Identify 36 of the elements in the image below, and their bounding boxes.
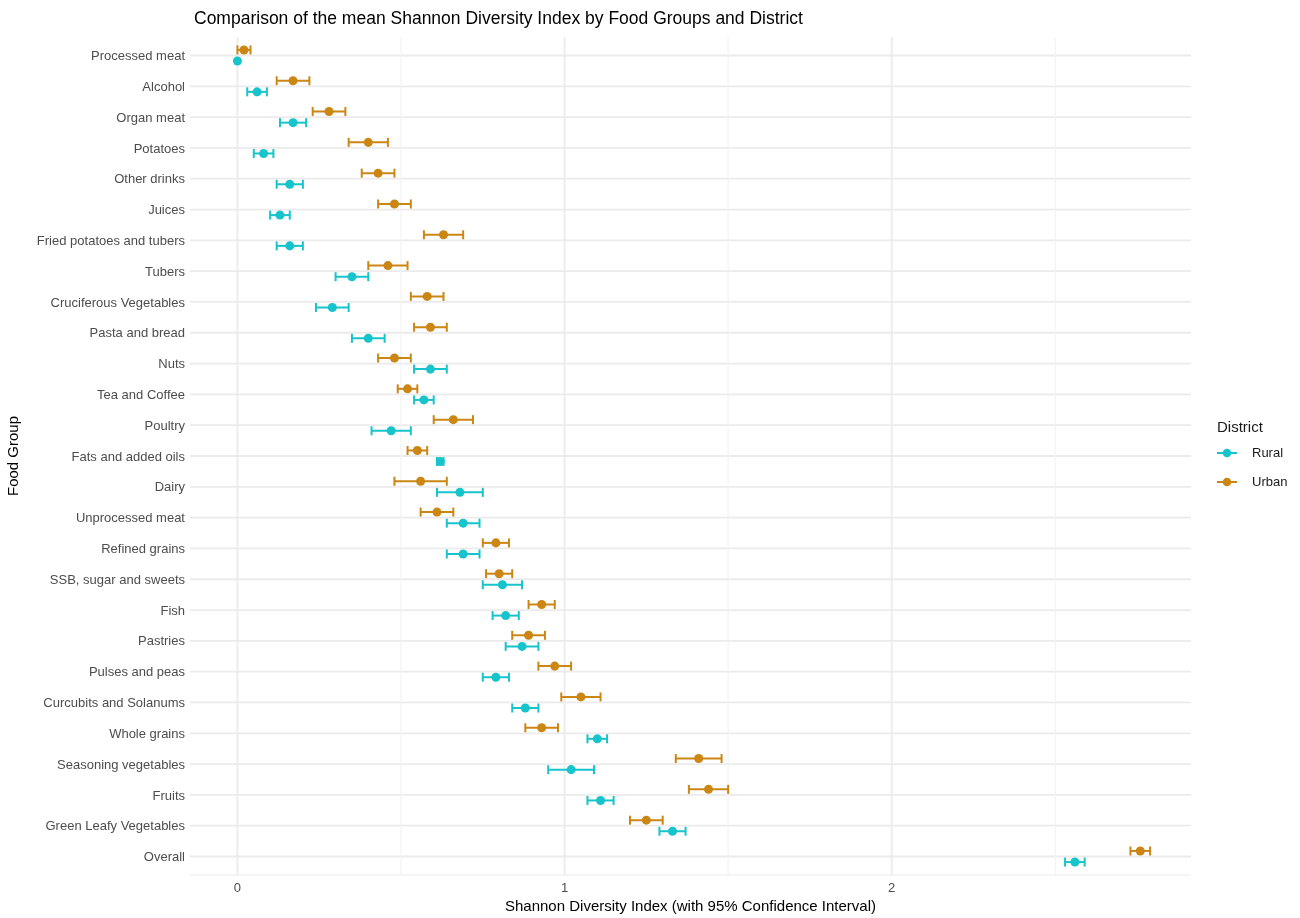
y-tick-label: Green Leafy Vegetables — [45, 818, 186, 834]
y-tick-label: Fish — [160, 602, 185, 618]
y-tick-label: Potatoes — [133, 140, 186, 156]
chart-title: Comparison of the mean Shannon Diversity Index by Food Groups and District — [194, 8, 803, 29]
y-tick-label: SSB, sugar and sweets — [49, 571, 186, 587]
y-tick-label: Organ meat — [116, 109, 186, 125]
y-tick-label: Juices — [148, 202, 186, 218]
y-tick-label: Poultry — [144, 417, 186, 433]
y-tick-label: Overall — [143, 849, 186, 865]
y-tick-label: Fruits — [152, 787, 186, 803]
y-tick-label: Whole grains — [109, 725, 186, 741]
y-tick-label: Fried potatoes and tubers — [36, 232, 186, 248]
legend-title: District — [1217, 417, 1264, 435]
x-tick-label: 0 — [233, 880, 242, 896]
y-tick-label: Refined grains — [101, 541, 186, 557]
x-tick-label: 2 — [888, 880, 896, 896]
y-tick-label: Tubers — [145, 263, 186, 279]
x-axis-title: Shannon Diversity Index (with 95% Confidence Interval) — [504, 897, 877, 914]
y-tick-label: Fats and added oils — [71, 448, 186, 464]
legend-label: Urban — [1252, 473, 1288, 489]
y-tick-label: Unprocessed meat — [75, 510, 186, 526]
y-tick-label: Seasoning vegetables — [57, 756, 186, 772]
y-tick-label: Cruciferous Vegetables — [50, 294, 186, 310]
y-tick-label: Dairy — [154, 479, 186, 495]
y-tick-label: Pulses and peas — [88, 664, 186, 680]
y-tick-label: Alcohol — [142, 78, 186, 94]
y-tick-label: Processed meat — [91, 48, 186, 64]
y-tick-label: Tea and Coffee — [97, 387, 185, 402]
y-tick-label: Nuts — [158, 356, 186, 372]
y-tick-label: Pastries — [138, 633, 186, 649]
y-tick-label: Other drinks — [114, 171, 186, 187]
y-tick-label: Curcubits and Solanums — [43, 695, 186, 711]
x-tick-label: 1 — [560, 880, 569, 896]
y-tick-label: Pasta and bread — [89, 325, 185, 341]
y-axis-title: Food Group — [3, 415, 21, 497]
legend-label: Rural — [1252, 444, 1284, 460]
